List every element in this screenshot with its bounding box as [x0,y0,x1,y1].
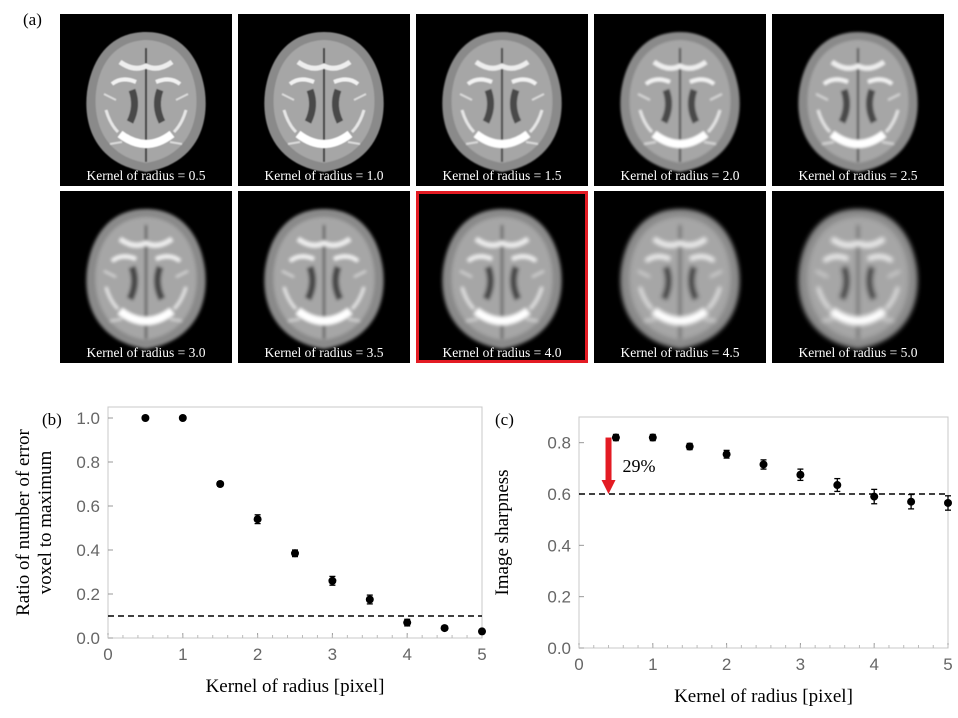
y-tick-label: 0.6 [547,485,571,504]
x-tick-label: 3 [796,655,805,674]
data-point [907,497,916,506]
data-point [365,595,374,604]
brain-slice-image [798,209,918,349]
y-tick-label: 0.6 [76,497,100,516]
y-tick-label: 0.0 [547,639,571,658]
y-axis-label: Ratio of number of error [13,428,34,615]
data-point [796,470,805,479]
red-arrow-shaft [605,437,612,482]
y-tick-label: 0.4 [547,536,571,555]
x-tick-label: 4 [869,655,878,674]
data-point [216,480,225,488]
x-axis-label: Kernel of radius [pixel] [206,676,385,697]
brain-image-tile: Kernel of radius = 1.5 [416,14,588,186]
x-tick-label: 0 [574,655,583,674]
data-point [403,618,412,627]
brain-slice-image [620,32,740,172]
tile-caption: Kernel of radius = 1.0 [264,168,384,183]
brain-image-tile: Kernel of radius = 0.5 [60,14,232,186]
chart-c: 0 1 2 3 4 5 0.0 0.2 0.4 0.6 0.8 Kernel of radius [p… [492,416,953,707]
tile-caption: Kernel of radius = 3.5 [264,345,384,360]
panel-a-label: (a) [23,10,42,29]
panel-b-label: (b) [42,410,62,429]
brain-image-tile: Kernel of radius = 4.0 [416,191,588,363]
y-tick-label: 0.2 [547,588,571,607]
x-tick-label: 4 [402,645,411,664]
data-point [833,481,842,490]
y-axis-label: voxel to maximum [35,451,56,595]
y-tick-label: 0.0 [76,629,100,648]
plot-frame [578,416,949,649]
tile-caption: Kernel of radius = 4.0 [442,345,562,360]
annotation-label: 29% [623,456,656,476]
red-arrow-head [601,480,616,494]
x-tick-label: 3 [328,645,337,664]
x-tick-label: 5 [477,645,486,664]
data-point [944,498,952,507]
x-tick-label: 5 [943,655,952,674]
data-point [328,576,337,585]
x-tick-label: 2 [253,645,262,664]
data-point [648,433,657,442]
tile-caption: Kernel of radius = 5.0 [798,345,918,360]
y-axis-label: Image sharpness [492,469,513,595]
brain-image-tile: Kernel of radius = 4.5 [594,191,766,363]
brain-slice-image [442,209,562,349]
brain-image-tile: Kernel of radius = 3.5 [238,191,410,363]
y-tick-label: 0.2 [76,585,100,604]
y-tick-label: 0.4 [76,541,100,560]
data-point [722,450,731,459]
data-point [291,549,299,558]
brain-image-tile: Kernel of radius = 5.0 [772,191,944,363]
brain-slice-image [86,209,206,349]
tile-caption: Kernel of radius = 2.0 [620,168,740,183]
brain-slice-image [86,32,206,172]
y-tick-label: 1.0 [76,409,100,428]
brain-slice-image [620,209,740,349]
brain-slice-image [264,209,384,349]
panel-c-label: (c) [495,410,514,429]
data-point [178,414,187,422]
brain-slice-image [442,32,562,172]
data-point [759,460,768,469]
tile-caption: Kernel of radius = 3.0 [86,345,206,360]
plot-frame [107,406,483,639]
x-axis-label: Kernel of radius [pixel] [674,686,853,707]
y-tick-label: 0.8 [76,453,100,472]
brain-slice-image [264,32,384,172]
tile-caption: Kernel of radius = 0.5 [86,168,206,183]
x-tick-label: 1 [648,655,657,674]
chart-b: 0 1 2 3 4 5 0.0 0.2 0.4 0.6 0.8 1.0 Kernel of radius… [13,406,487,697]
brain-slice-image [798,32,918,172]
brain-image-tile: Kernel of radius = 2.5 [772,14,944,186]
tile-caption: Kernel of radius = 4.5 [620,345,740,360]
data-point [611,433,620,442]
data-point [478,627,486,636]
tile-caption: Kernel of radius = 2.5 [798,168,918,183]
data-point [870,492,879,501]
y-tick-label: 0.8 [547,434,571,453]
brain-image-tile: Kernel of radius = 1.0 [238,14,410,186]
data-point [141,414,150,422]
x-tick-label: 0 [103,645,112,664]
data-point [685,442,694,451]
brain-image-tile: Kernel of radius = 3.0 [60,191,232,363]
brain-image-tile: Kernel of radius = 2.0 [594,14,766,186]
x-tick-label: 2 [722,655,731,674]
tile-caption: Kernel of radius = 1.5 [442,168,562,183]
data-point [253,515,262,524]
x-tick-label: 1 [178,645,187,664]
data-point [440,624,449,633]
